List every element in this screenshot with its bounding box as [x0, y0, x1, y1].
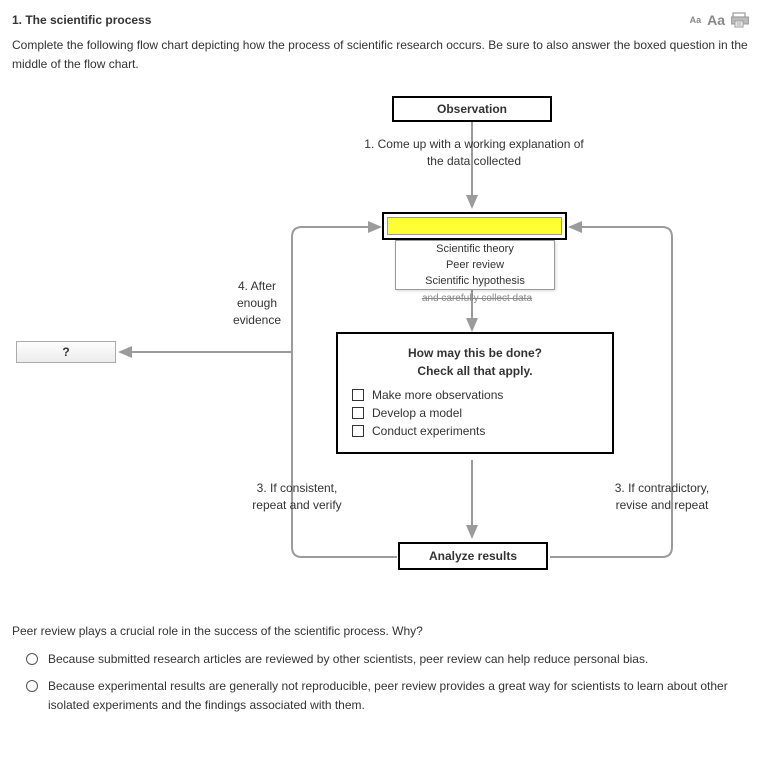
step3-right-l1: 3. If contradictory,: [615, 481, 709, 495]
bottom-question-prompt: Peer review plays a crucial role in the …: [12, 622, 749, 641]
step2-subtext: and carefully collect data: [397, 292, 557, 306]
radio-label: Because submitted research articles are …: [48, 650, 749, 669]
step4-l2: enough: [237, 296, 277, 310]
step1-text: 1. Come up with a working explanation of…: [364, 136, 584, 170]
dropdown-option[interactable]: Scientific theory: [396, 241, 554, 257]
instructions-text: Complete the following flow chart depict…: [12, 36, 749, 74]
radio-icon[interactable]: [26, 680, 38, 692]
bottom-question: Peer review plays a crucial role in the …: [12, 622, 749, 715]
header-row: 1. The scientific process Aa Aa: [12, 12, 749, 28]
dropdown-input[interactable]: [387, 217, 562, 235]
question-title: 1. The scientific process: [12, 13, 151, 27]
analyze-box: Analyze results: [398, 542, 548, 570]
header-tools: Aa Aa: [690, 12, 749, 28]
print-icon[interactable]: [731, 12, 749, 28]
checkbox-question-box: How may this be done? Check all that app…: [336, 332, 614, 454]
step3-left-l2: repeat and verify: [252, 498, 341, 512]
dropdown-options-list[interactable]: Scientific theory Peer review Scientific…: [395, 240, 555, 290]
font-size-large-icon[interactable]: Aa: [707, 12, 725, 28]
dropdown-option[interactable]: Peer review: [396, 257, 554, 273]
qb-title-l2: Check all that apply.: [417, 364, 532, 378]
radio-label: Because experimental results are general…: [48, 677, 749, 715]
radio-option[interactable]: Because experimental results are general…: [26, 677, 749, 715]
checkbox-label: Make more observations: [372, 388, 503, 402]
qb-title-l1: How may this be done?: [408, 346, 542, 360]
checkbox-label: Conduct experiments: [372, 424, 485, 438]
checkbox-row[interactable]: Develop a model: [352, 406, 598, 420]
observation-label: Observation: [437, 102, 507, 116]
left-answer-placeholder: ?: [62, 345, 69, 359]
observation-box: Observation: [392, 96, 552, 122]
left-answer-field[interactable]: ?: [16, 341, 116, 363]
step4-l3: evidence: [233, 313, 281, 327]
checkbox-row[interactable]: Make more observations: [352, 388, 598, 402]
step3-left-l1: 3. If consistent,: [257, 481, 338, 495]
dropdown-field[interactable]: [382, 212, 567, 240]
step4-l1: 4. After: [238, 279, 276, 293]
flowchart: Observation 1. Come up with a working ex…: [12, 92, 747, 612]
step3-right-l2: revise and repeat: [616, 498, 709, 512]
radio-icon[interactable]: [26, 653, 38, 665]
font-size-small-icon[interactable]: Aa: [690, 15, 702, 25]
dropdown-option[interactable]: Scientific hypothesis: [396, 273, 554, 289]
step4-label: 4. After enough evidence: [222, 278, 292, 328]
analyze-label: Analyze results: [429, 549, 517, 563]
checkbox-label: Develop a model: [372, 406, 462, 420]
radio-option[interactable]: Because submitted research articles are …: [26, 650, 749, 669]
step3-left-label: 3. If consistent, repeat and verify: [237, 480, 357, 514]
checkbox-row[interactable]: Conduct experiments: [352, 424, 598, 438]
step3-right-label: 3. If contradictory, revise and repeat: [597, 480, 727, 514]
checkbox-icon[interactable]: [352, 407, 364, 419]
checkbox-question-title: How may this be done? Check all that app…: [352, 344, 598, 380]
checkbox-icon[interactable]: [352, 425, 364, 437]
checkbox-icon[interactable]: [352, 389, 364, 401]
